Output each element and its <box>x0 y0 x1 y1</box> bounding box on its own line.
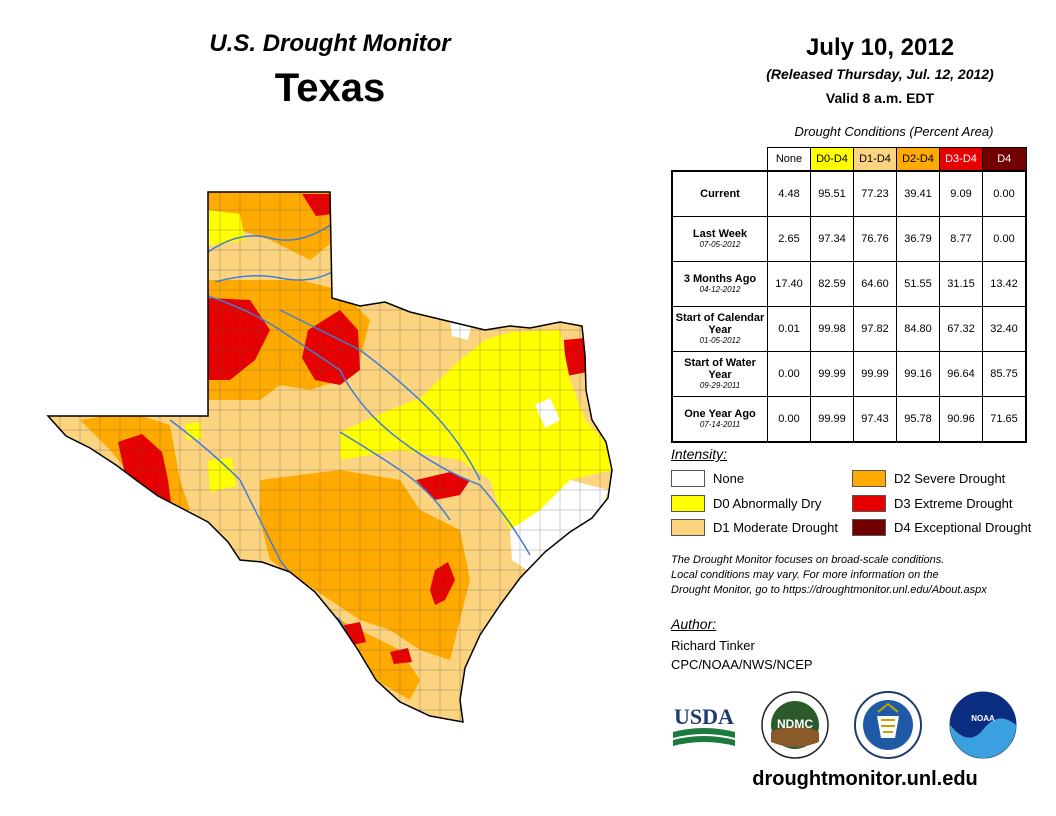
legend-label: D0 Abnormally Dry <box>713 496 822 511</box>
author-org: CPC/NOAA/NWS/NCEP <box>671 657 813 672</box>
legend-item-d3: D3 Extreme Drought <box>852 495 1013 512</box>
legend-item-d2: D2 Severe Drought <box>852 470 1005 487</box>
noaa-logo: NOAA <box>949 691 1017 759</box>
header-d0-d4: D0-D4 <box>810 147 854 172</box>
legend-item-none: None <box>671 470 744 487</box>
table-caption: Drought Conditions (Percent Area) <box>794 124 994 139</box>
legend-swatch <box>852 519 886 536</box>
table-cell: 17.40 <box>767 261 811 307</box>
legend-label: D4 Exceptional Drought <box>894 520 1032 535</box>
table-cell: 95.78 <box>896 396 940 443</box>
table-cell: 99.99 <box>810 396 854 443</box>
map-title: U.S. Drought Monitor <box>209 30 451 57</box>
table-cell: 0.00 <box>982 170 1027 217</box>
noaa-logo-text: NOAA <box>971 714 995 723</box>
table-cell: 71.65 <box>982 396 1027 443</box>
header-d2-d4: D2-D4 <box>896 147 940 172</box>
legend-item-d4: D4 Exceptional Drought <box>852 519 1031 536</box>
table-row-one-year-ago: One Year Ago 07-14-2011 0.00 99.99 97.43 … <box>671 396 1027 443</box>
table-cell: 32.40 <box>982 306 1027 352</box>
row-label: Current <box>671 170 768 217</box>
row-label: One Year Ago 07-14-2011 <box>671 396 768 443</box>
header-d4: D4 <box>982 147 1027 172</box>
table-cell: 2.65 <box>767 216 811 262</box>
table-cell: 64.60 <box>853 261 897 307</box>
header-none: None <box>767 147 811 172</box>
table-cell: 0.01 <box>767 306 811 352</box>
table-corner <box>672 148 768 172</box>
table-cell: 96.64 <box>939 351 983 397</box>
map-date: July 10, 2012 <box>805 34 955 61</box>
legend-item-d1: D1 Moderate Drought <box>671 519 838 536</box>
table-cell: 97.82 <box>853 306 897 352</box>
legend-swatch <box>852 470 886 487</box>
disclaimer-line: The Drought Monitor focuses on broad-sca… <box>671 554 945 566</box>
table-row-start-of-water-year: Start of Water Year 09-29-2011 0.00 99.99… <box>671 351 1027 397</box>
table-cell: 90.96 <box>939 396 983 443</box>
table-cell: 97.34 <box>810 216 854 262</box>
disclaimer-line: Local conditions may vary. For more info… <box>671 569 939 581</box>
table-cell: 9.09 <box>939 170 983 217</box>
table-cell: 99.98 <box>810 306 854 352</box>
table-cell: 99.99 <box>853 351 897 397</box>
table-cell: 99.16 <box>896 351 940 397</box>
table-cell: 36.79 <box>896 216 940 262</box>
legend-label: D2 Severe Drought <box>894 471 1006 486</box>
header-d1-d4: D1-D4 <box>853 147 897 172</box>
table-cell: 99.99 <box>810 351 854 397</box>
drought-conditions-table: None D0-D4 D1-D4 D2-D4 D3-D4 D4 Current … <box>671 147 1027 443</box>
table-row-start-of-calendar-year: Start of Calendar Year 01-05-2012 0.01 99… <box>671 306 1027 352</box>
disclaimer: The Drought Monitor focuses on broad-sca… <box>671 553 1051 598</box>
table-row-3-months-ago: 3 Months Ago 04-12-2012 17.40 82.59 64.60… <box>671 261 1027 307</box>
table-cell: 0.00 <box>767 351 811 397</box>
table-cell: 76.76 <box>853 216 897 262</box>
legend-label: D3 Extreme Drought <box>894 496 1013 511</box>
commerce-logo <box>854 691 922 759</box>
table-cell: 67.32 <box>939 306 983 352</box>
header-d3-d4: D3-D4 <box>939 147 983 172</box>
table-cell: 77.23 <box>853 170 897 217</box>
legend-swatch <box>671 495 705 512</box>
legend-title: Intensity: <box>671 446 728 462</box>
table-cell: 0.00 <box>982 216 1027 262</box>
table-cell: 95.51 <box>810 170 854 217</box>
table-cell: 0.00 <box>767 396 811 443</box>
legend-swatch <box>671 519 705 536</box>
row-label: Start of Calendar Year 01-05-2012 <box>671 306 768 352</box>
legend-label: None <box>713 471 745 486</box>
table-cell: 31.15 <box>939 261 983 307</box>
table-row-last-week: Last Week 07-05-2012 2.65 97.34 76.76 36.… <box>671 216 1027 262</box>
table-cell: 97.43 <box>853 396 897 443</box>
table-cell: 85.75 <box>982 351 1027 397</box>
texas-drought-map <box>47 191 613 723</box>
table-cell: 84.80 <box>896 306 940 352</box>
author-label: Author: <box>671 616 717 632</box>
state-name: Texas <box>274 66 386 110</box>
usda-logo: USDA <box>673 704 735 746</box>
ndmc-logo-text: NDMC <box>777 717 813 731</box>
legend-swatch <box>852 495 886 512</box>
website-url: droughtmonitor.unl.edu <box>752 768 978 790</box>
table-cell: 51.55 <box>896 261 940 307</box>
disclaimer-line: Drought Monitor, go to https://droughtmo… <box>671 584 987 596</box>
row-label: Last Week 07-05-2012 <box>671 216 768 262</box>
row-label: Start of Water Year 09-29-2011 <box>671 351 768 397</box>
legend-label: D1 Moderate Drought <box>713 520 839 535</box>
author-name: Richard Tinker <box>671 638 755 653</box>
table-row-current: Current 4.48 95.51 77.23 39.41 9.09 0.00 <box>671 170 1027 217</box>
ndmc-logo: NDMC <box>761 691 829 759</box>
table-cell: 4.48 <box>767 170 811 217</box>
row-label: 3 Months Ago 04-12-2012 <box>671 261 768 307</box>
valid-time: Valid 8 a.m. EDT <box>825 90 935 106</box>
table-cell: 8.77 <box>939 216 983 262</box>
table-cell: 82.59 <box>810 261 854 307</box>
table-cell: 13.42 <box>982 261 1027 307</box>
release-date: (Released Thursday, Jul. 12, 2012) <box>766 66 994 82</box>
legend-item-d0: D0 Abnormally Dry <box>671 495 821 512</box>
usda-logo-text: USDA <box>674 704 734 729</box>
legend-swatch <box>671 470 705 487</box>
table-cell: 39.41 <box>896 170 940 217</box>
